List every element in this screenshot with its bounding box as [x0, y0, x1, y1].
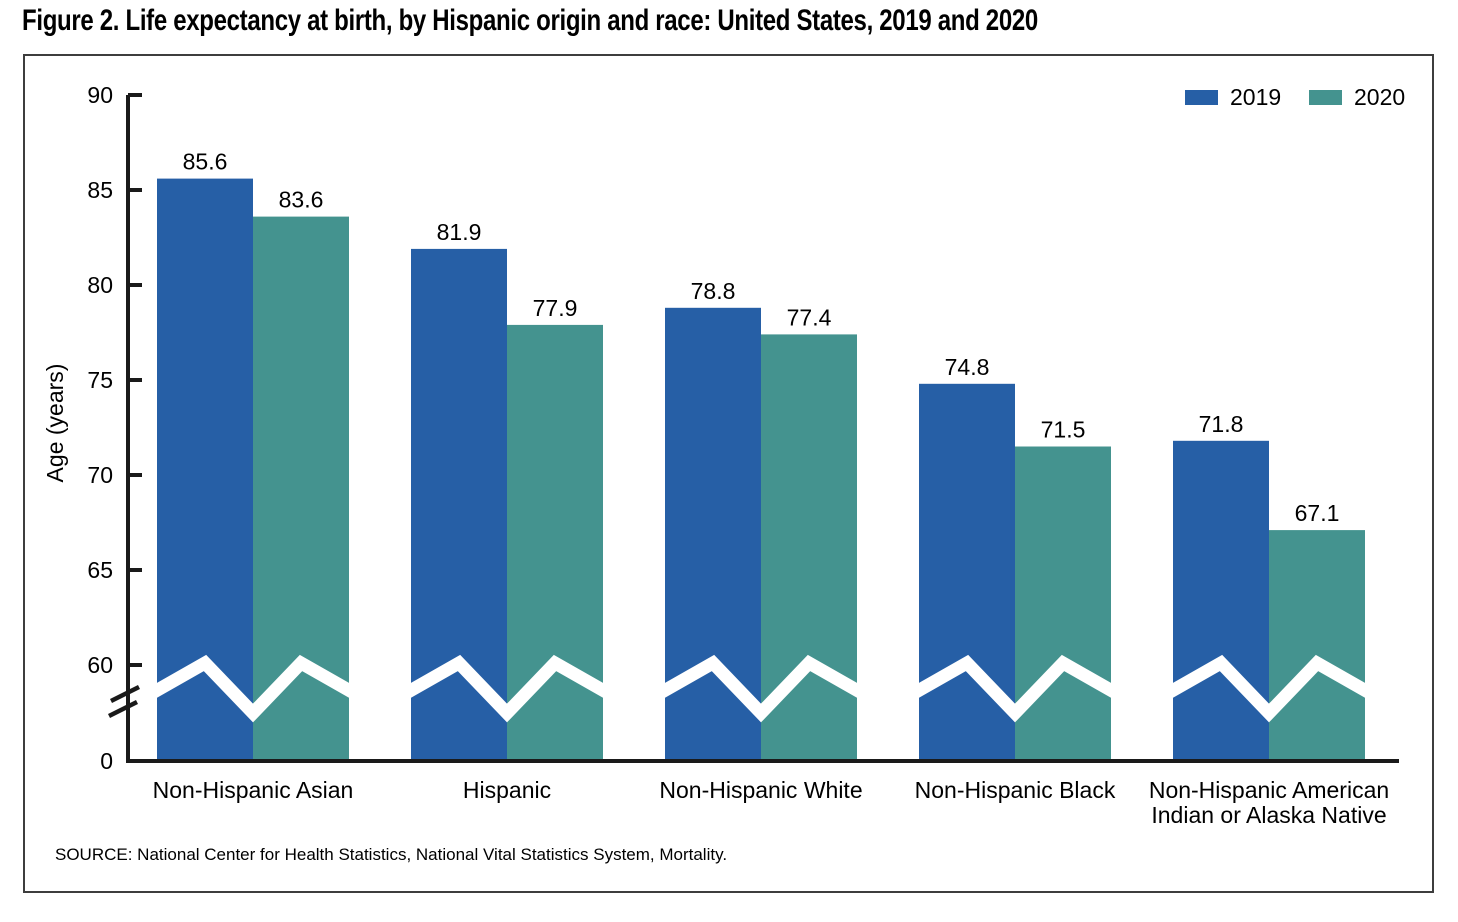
x-category-label-non-hispanic-american-indian-or-alaska-native-line2: Indian or Alaska Native — [1151, 802, 1386, 828]
value-label-2019-non-hispanic-white: 78.8 — [691, 278, 736, 304]
y-tick-label-75: 75 — [87, 367, 113, 393]
chart-frame: 0 60 65 70 75 80 85 90 Age (years) 85.6 83.6 Non-Hi… — [23, 54, 1434, 893]
value-label-2020-hispanic: 77.9 — [533, 295, 578, 321]
y-tick-label-65: 65 — [87, 557, 113, 583]
legend-swatch-2019 — [1185, 90, 1218, 105]
bar-2020-non-hispanic-american-indian-or-alaska-native — [1269, 530, 1365, 763]
y-tick-label-90: 90 — [87, 82, 113, 108]
x-category-label-non-hispanic-black: Non-Hispanic Black — [915, 777, 1116, 803]
x-category-label-non-hispanic-asian: Non-Hispanic Asian — [153, 777, 354, 803]
figure-title: Figure 2. Life expectancy at birth, by H… — [22, 4, 1038, 37]
break-zigzag-non-hispanic-white — [651, 654, 871, 723]
legend-label-2020: 2020 — [1354, 84, 1405, 110]
value-label-2019-non-hispanic-american-indian-or-alaska-native: 71.8 — [1199, 411, 1244, 437]
bar-2019-non-hispanic-american-indian-or-alaska-native — [1173, 440, 1269, 763]
y-tick-label-0: 0 — [100, 748, 113, 774]
legend-swatch-2020 — [1309, 90, 1342, 105]
bar-2020-non-hispanic-black — [1015, 446, 1111, 763]
y-tick-label-70: 70 — [87, 462, 113, 488]
legend-label-2019: 2019 — [1230, 84, 1281, 110]
chart-canvas: 0 60 65 70 75 80 85 90 Age (years) 85.6 83.6 Non-Hi… — [42, 82, 1405, 828]
y-tick-label-60: 60 — [87, 652, 113, 678]
source-note: SOURCE: National Center for Health Stati… — [55, 845, 728, 864]
value-label-2020-non-hispanic-white: 77.4 — [787, 304, 832, 330]
value-label-2019-hispanic: 81.9 — [437, 219, 482, 245]
value-label-2020-non-hispanic-asian: 83.6 — [279, 187, 324, 213]
value-label-2020-non-hispanic-american-indian-or-alaska-native: 67.1 — [1295, 500, 1340, 526]
x-category-label-non-hispanic-american-indian-or-alaska-native-line1: Non-Hispanic American — [1149, 777, 1389, 803]
x-category-label-non-hispanic-white: Non-Hispanic White — [659, 777, 862, 803]
value-label-2019-non-hispanic-asian: 85.6 — [183, 149, 228, 175]
value-label-2019-non-hispanic-black: 74.8 — [945, 354, 990, 380]
y-axis-break-slash-upper — [109, 684, 141, 704]
y-axis-title: Age (years) — [42, 364, 68, 483]
break-zigzag-non-hispanic-asian — [143, 654, 363, 723]
y-tick-label-80: 80 — [87, 272, 113, 298]
y-axis-break-slash-lower — [107, 699, 139, 719]
x-category-label-hispanic: Hispanic — [463, 777, 551, 803]
y-tick-label-85: 85 — [87, 177, 113, 203]
break-zigzag-non-hispanic-american-indian-or-alaska-native — [1159, 654, 1379, 723]
value-label-2020-non-hispanic-black: 71.5 — [1041, 417, 1086, 443]
break-zigzag-hispanic — [397, 654, 617, 723]
break-zigzag-non-hispanic-black — [905, 654, 1125, 723]
